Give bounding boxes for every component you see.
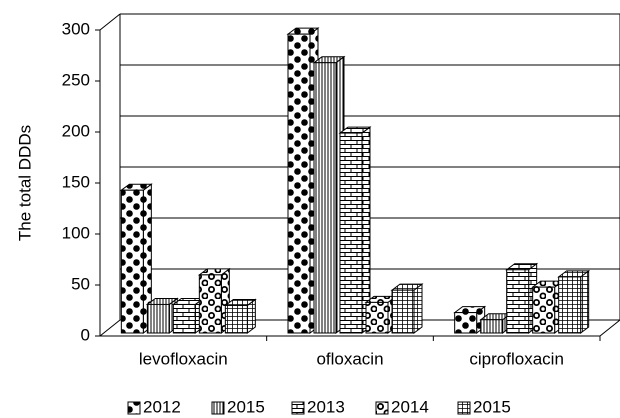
y-tick-label: 300	[62, 19, 90, 38]
legend-swatch	[457, 401, 471, 415]
y-tick-label: 0	[81, 325, 90, 344]
bar	[558, 276, 582, 334]
bar	[172, 303, 196, 334]
legend-label: 2013	[307, 397, 345, 416]
bar	[146, 303, 170, 334]
bar-side	[580, 269, 590, 334]
x-tick-label: ofloxacin	[316, 349, 383, 368]
legend-label: 2015	[227, 397, 265, 416]
x-tick-label: ciprofloxacin	[469, 349, 564, 368]
bar	[120, 189, 144, 334]
y-tick-label: 200	[62, 121, 90, 140]
y-tick-label: 150	[62, 172, 90, 191]
legend-swatch	[127, 401, 141, 415]
bar	[287, 33, 311, 334]
legend-label: 2014	[391, 397, 429, 416]
bar-side	[413, 283, 423, 334]
bar	[506, 269, 530, 334]
legend-swatch	[291, 401, 305, 415]
bar	[480, 319, 504, 334]
legend-swatch	[375, 401, 389, 415]
x-tick-label: levofloxacin	[139, 349, 228, 368]
bar	[198, 274, 222, 334]
y-axis-title: The total DDDs	[15, 125, 34, 241]
y-tick-label: 250	[62, 70, 90, 89]
bar	[224, 304, 248, 334]
left-wall	[99, 13, 121, 337]
bar	[532, 286, 556, 334]
y-tick-label: 100	[62, 223, 90, 242]
bar	[391, 289, 415, 334]
legend-label: 2012	[143, 397, 181, 416]
bar	[313, 62, 337, 334]
y-tick-label: 50	[71, 274, 90, 293]
bar	[339, 132, 363, 334]
legend-swatch	[211, 401, 225, 415]
bar	[365, 301, 389, 334]
legend-label: 2015	[473, 397, 511, 416]
bar	[454, 312, 478, 334]
